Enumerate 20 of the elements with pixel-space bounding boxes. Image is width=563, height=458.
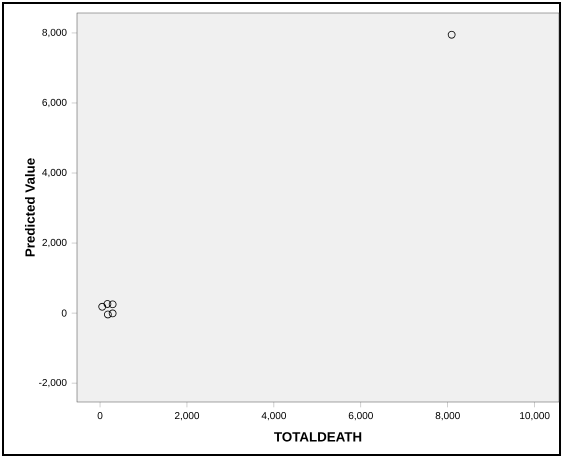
y-tick-label: 2,000: [42, 238, 67, 248]
x-tick-label: 10,000: [520, 412, 550, 420]
point: [108, 310, 117, 318]
point: [104, 300, 112, 308]
x-tick-label: 8,000: [436, 412, 460, 420]
y-tick-label: 6,000: [42, 98, 67, 108]
y-tick-label: 4,000: [42, 168, 67, 178]
x-tick-label: 6,000: [348, 412, 373, 420]
x-tick-label: 4,000: [262, 412, 286, 420]
x-tick-label: 0: [98, 412, 102, 420]
point: [98, 302, 106, 311]
x-axis-title: TOTALDEATH: [274, 432, 362, 442]
y-tick-label: 8,000: [42, 28, 67, 38]
x-tick-label: 2,000: [174, 412, 200, 420]
y-tick-label: 0: [62, 310, 67, 317]
y-axis-title: Predicted Value: [24, 158, 35, 256]
y-tick-label: -2,000: [39, 378, 67, 388]
point: [108, 300, 117, 308]
point: [104, 310, 112, 318]
point: [448, 30, 456, 39]
